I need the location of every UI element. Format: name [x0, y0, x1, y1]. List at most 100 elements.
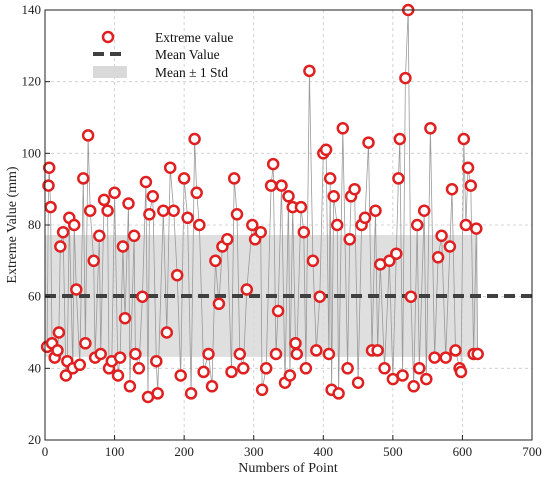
data-point	[420, 372, 433, 386]
data-point	[108, 186, 121, 200]
data-point	[323, 172, 337, 185]
data-point	[70, 283, 83, 296]
data-point	[327, 190, 340, 203]
data-point	[297, 225, 311, 239]
data-point	[310, 344, 323, 357]
data-point	[44, 200, 57, 214]
data-point	[341, 362, 354, 375]
data-point	[79, 337, 92, 350]
data-point	[143, 208, 156, 221]
data-point	[227, 172, 241, 185]
x-axis: 0 100 200 300 400 500 600 700	[42, 435, 542, 459]
data-point	[202, 347, 215, 361]
data-point	[407, 380, 420, 393]
legend-label-mean: Mean Value	[155, 47, 220, 62]
data-point	[457, 132, 471, 146]
data-point	[259, 362, 273, 375]
data-point	[59, 369, 73, 382]
data-point	[255, 383, 269, 397]
x-tick-label: 100	[105, 444, 125, 459]
y-tick-label: 20	[28, 432, 41, 447]
y-tick-label: 60	[28, 289, 41, 304]
data-point	[351, 376, 365, 389]
legend-marker-band	[93, 66, 127, 78]
data-point	[371, 344, 384, 357]
data-point	[435, 229, 448, 243]
data-point	[246, 218, 259, 232]
data-point	[299, 362, 313, 375]
data-point	[459, 218, 473, 232]
data-point	[369, 204, 382, 217]
data-point	[283, 369, 297, 382]
data-point	[454, 365, 468, 379]
data-point	[118, 311, 132, 325]
y-tick-label: 140	[22, 2, 42, 17]
data-point	[116, 240, 130, 253]
data-point	[42, 161, 56, 174]
data-point	[209, 254, 222, 268]
data-point	[271, 304, 285, 318]
x-tick-label: 400	[314, 444, 334, 459]
y-axis: 20 40 60 80 100 120 140	[22, 2, 50, 447]
data-point	[212, 297, 226, 311]
data-point	[54, 240, 67, 253]
x-tick-label: 500	[383, 444, 403, 459]
data-point	[240, 283, 254, 296]
data-point	[225, 365, 238, 379]
data-point	[439, 351, 452, 364]
x-tick-label: 0	[42, 444, 49, 459]
data-point	[52, 326, 66, 339]
data-point	[167, 204, 180, 217]
legend-label-band: Mean ± 1 Std	[155, 65, 228, 80]
data-point	[348, 182, 361, 196]
data-point	[101, 204, 114, 217]
data-point	[132, 362, 146, 375]
data-point	[87, 254, 100, 268]
data-point	[67, 218, 81, 232]
data-point	[313, 290, 327, 303]
data-point	[264, 179, 278, 192]
data-point	[461, 161, 475, 174]
data-point	[163, 161, 177, 174]
data-point	[404, 290, 418, 303]
data-point	[306, 254, 320, 268]
data-point	[157, 204, 170, 217]
data-point	[51, 344, 64, 357]
data-point	[319, 143, 333, 157]
data-point	[56, 225, 70, 239]
data-point	[393, 132, 407, 146]
data-point	[289, 337, 302, 350]
data-point	[336, 122, 350, 135]
x-tick-label: 200	[174, 444, 194, 459]
data-point	[146, 190, 160, 203]
data-point	[294, 200, 308, 214]
data-point	[392, 172, 405, 185]
data-point	[424, 122, 437, 135]
data-point	[413, 362, 426, 375]
data-point	[94, 347, 107, 361]
data-point	[233, 347, 247, 361]
legend: Extreme value Mean Value Mean ± 1 Std	[93, 30, 233, 80]
data-point	[181, 211, 194, 225]
data-point	[343, 233, 356, 246]
data-point	[160, 326, 174, 339]
data-point	[464, 179, 478, 192]
x-tick-label: 600	[453, 444, 473, 459]
data-point	[230, 208, 244, 221]
data-point	[399, 71, 412, 85]
data-point	[303, 64, 316, 78]
data-point	[322, 347, 336, 361]
data-point	[42, 179, 55, 192]
data-point	[443, 240, 457, 253]
x-tick-label: 300	[244, 444, 264, 459]
data-point	[290, 347, 304, 361]
data-point	[471, 347, 484, 361]
data-point	[136, 290, 149, 303]
data-point	[470, 222, 483, 235]
data-point	[396, 369, 409, 382]
data-point	[445, 182, 459, 196]
data-point	[428, 351, 441, 364]
data-point	[193, 218, 206, 232]
data-point	[150, 354, 163, 368]
